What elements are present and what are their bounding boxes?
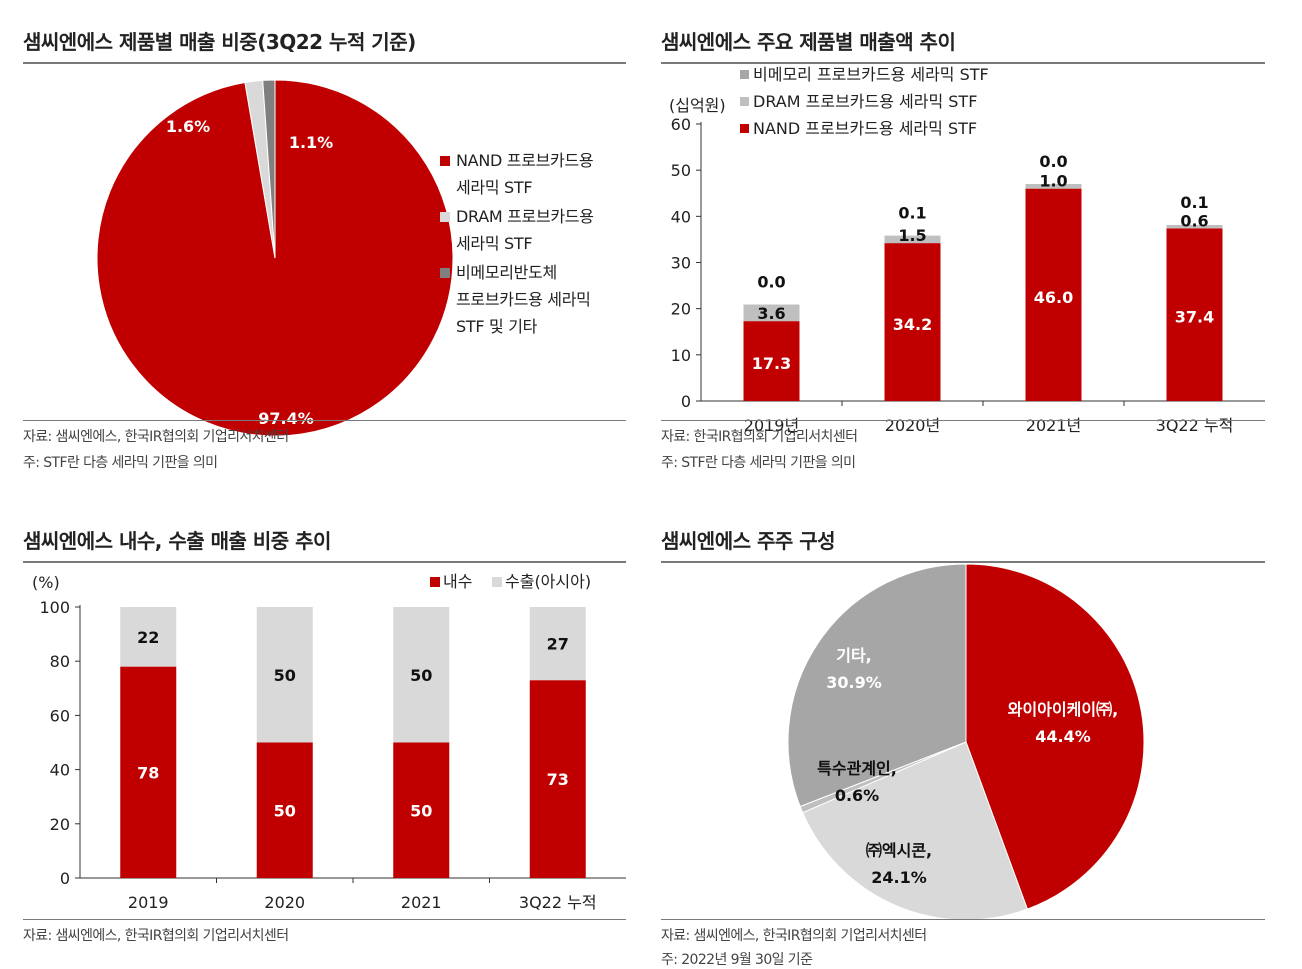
legend-swatch [440, 156, 450, 166]
footnote: 주: STF란 다층 세라믹 기판을 의미 [23, 452, 217, 472]
bar-data-label: 22 [137, 628, 159, 647]
legend-label: 내수 [443, 572, 472, 591]
legend-item-nonmemory: 비메모리반도체 프로브카드용 세라믹 STF 및 기타 [440, 259, 594, 340]
panel-shareholders: 샘씨엔에스 주주 구성 와이아이케이㈜, 44.4% ㈜엑시콘, 24.1% 특수관계인… [661, 521, 1265, 961]
legend-label-line: 세라믹 STF [456, 174, 594, 201]
pie-data-label: 0.6% [835, 786, 879, 805]
legend-item-dram: DRAM 프로브카드용 세라믹 STF [440, 203, 594, 257]
source-note: 자료: 샘씨엔에스, 한국IR협의회 기업리서치센터 [23, 426, 289, 446]
pie-data-label: 30.9% [826, 673, 882, 692]
legend-swatch [492, 577, 502, 587]
y-tick-label: 0 [60, 869, 70, 888]
bar-data-label: 27 [547, 635, 569, 654]
legend-swatch [740, 70, 749, 79]
legend-label-line: DRAM 프로브카드용 [456, 203, 594, 230]
source-note: 자료: 샘씨엔에스, 한국IR협의회 기업리서치센터 [23, 925, 289, 945]
legend-label-line: STF 및 기타 [456, 313, 594, 340]
legend-swatch [740, 124, 749, 133]
bar-data-label: 50 [274, 666, 296, 685]
pie-data-label: ㈜엑시콘, [866, 841, 932, 860]
x-tick-label: 2019 [128, 893, 169, 912]
footnote: 주: 2022년 9월 30일 기준 [661, 949, 812, 969]
product-revenue-bar-chart: 0102030405060(십억원)2019년17.33.60.02020년34… [661, 64, 1265, 424]
bar-data-label: 46.0 [1034, 288, 1073, 307]
y-tick-label: 60 [50, 706, 70, 725]
bar-data-label: 34.2 [893, 315, 932, 334]
legend-label: DRAM 프로브카드용 세라믹 STF [753, 92, 977, 111]
legend-swatch [740, 97, 749, 106]
bar-data-label: 0.1 [1180, 193, 1208, 212]
panel-title: 샘씨엔에스 주주 구성 [661, 521, 835, 561]
legend-label-line: 프로브카드용 세라믹 [456, 286, 594, 313]
bar-data-label: 3.6 [757, 304, 785, 323]
y-axis-unit: (%) [32, 573, 60, 592]
bar-data-label: 0.6 [1180, 211, 1208, 230]
legend-swatch [430, 577, 440, 587]
pie-data-label: 24.1% [871, 868, 927, 887]
x-tick-label: 2020 [264, 893, 305, 912]
pie-data-label: 44.4% [1035, 727, 1091, 746]
panel-title: 샘씨엔에스 제품별 매출 비중(3Q22 누적 기준) [23, 22, 416, 62]
bar-data-label: 50 [410, 666, 432, 685]
panel-bottom-rule [23, 919, 626, 920]
panel-title: 샘씨엔에스 주요 제품별 매출액 추이 [661, 22, 955, 62]
legend-swatch [440, 268, 450, 278]
legend-label: 비메모리 프로브카드용 세라믹 STF [753, 65, 989, 84]
y-axis-unit: (십억원) [669, 96, 726, 115]
bar-data-label: 0.0 [757, 273, 785, 292]
pie-data-label: 1.1% [289, 133, 333, 152]
footnote: 주: STF란 다층 세라믹 기판을 의미 [661, 452, 855, 472]
panel-bottom-rule [23, 420, 626, 421]
x-tick-label: 3Q22 누적 [519, 893, 597, 912]
x-tick-label: 2020년 [885, 416, 940, 435]
bar-data-label: 50 [274, 801, 296, 820]
panel-bottom-rule [661, 919, 1265, 920]
bar-data-label: 73 [547, 770, 569, 789]
x-tick-label: 2021 [401, 893, 442, 912]
y-tick-label: 40 [50, 761, 70, 780]
y-tick-label: 20 [671, 300, 691, 319]
y-tick-label: 10 [671, 346, 691, 365]
bar-data-label: 50 [410, 801, 432, 820]
legend-label: NAND 프로브카드용 세라믹 STF [753, 119, 977, 138]
y-tick-label: 80 [50, 652, 70, 671]
source-note: 자료: 샘씨엔에스, 한국IR협의회 기업리서치센터 [661, 925, 927, 945]
y-tick-label: 50 [671, 161, 691, 180]
legend-label-line: NAND 프로브카드용 [456, 147, 594, 174]
domestic-export-bar-chart: 0 20 40 60 80 100 (%) 2019 78 22 2020 50 50 2021 50 50 3… [23, 563, 626, 923]
pie-data-label: 기타, [836, 646, 872, 665]
bar-data-label: 1.5 [898, 226, 926, 245]
bar-data-label: 1.0 [1039, 172, 1067, 191]
pie-data-label: 와이아이케이㈜, [1008, 700, 1118, 719]
panel-domestic-export: 샘씨엔에스 내수, 수출 매출 비중 추이 0 20 40 60 80 100 (%) 201… [23, 521, 626, 961]
panel-product-share: 샘씨엔에스 제품별 매출 비중(3Q22 누적 기준) 97.4%1.6%1.1… [23, 22, 626, 482]
y-tick-label: 0 [681, 392, 691, 411]
bar-data-label: 0.1 [898, 204, 926, 223]
pie-legend: NAND 프로브카드용 세라믹 STF DRAM 프로브카드용 세라믹 STF … [440, 147, 594, 340]
pie-data-label: 1.6% [166, 117, 210, 136]
y-tick-label: 40 [671, 207, 691, 226]
pie-data-label: 특수관계인, [817, 759, 897, 778]
legend-swatch [440, 212, 450, 222]
y-tick-label: 30 [671, 254, 691, 273]
source-note: 자료: 한국IR협의회 기업리서치센터 [661, 426, 857, 446]
x-tick-label: 2021년 [1026, 416, 1081, 435]
shareholder-pie-chart: 와이아이케이㈜, 44.4% ㈜엑시콘, 24.1% 특수관계인, 0.6% 기타, 30.9… [661, 563, 1265, 923]
y-tick-label: 60 [671, 115, 691, 134]
legend-label-line: 비메모리반도체 [456, 259, 594, 286]
legend-item-nand: NAND 프로브카드용 세라믹 STF [440, 147, 594, 201]
bar-data-label: 78 [137, 763, 159, 782]
legend-label-line: 세라믹 STF [456, 230, 594, 257]
bar-data-label: 0.0 [1039, 152, 1067, 171]
panel-bottom-rule [661, 420, 1265, 421]
x-tick-label: 3Q22 누적 [1156, 416, 1234, 435]
bar-data-label: 17.3 [752, 354, 791, 373]
legend-label: 수출(아시아) [505, 572, 591, 591]
y-tick-label: 20 [50, 815, 70, 834]
panel-title: 샘씨엔에스 내수, 수출 매출 비중 추이 [23, 521, 331, 561]
y-tick-label: 100 [39, 598, 70, 617]
panel-product-revenue: 샘씨엔에스 주요 제품별 매출액 추이 0 10 20 30 40 50 60(십억원) 20… [661, 22, 1265, 482]
bar-data-label: 37.4 [1175, 308, 1214, 327]
